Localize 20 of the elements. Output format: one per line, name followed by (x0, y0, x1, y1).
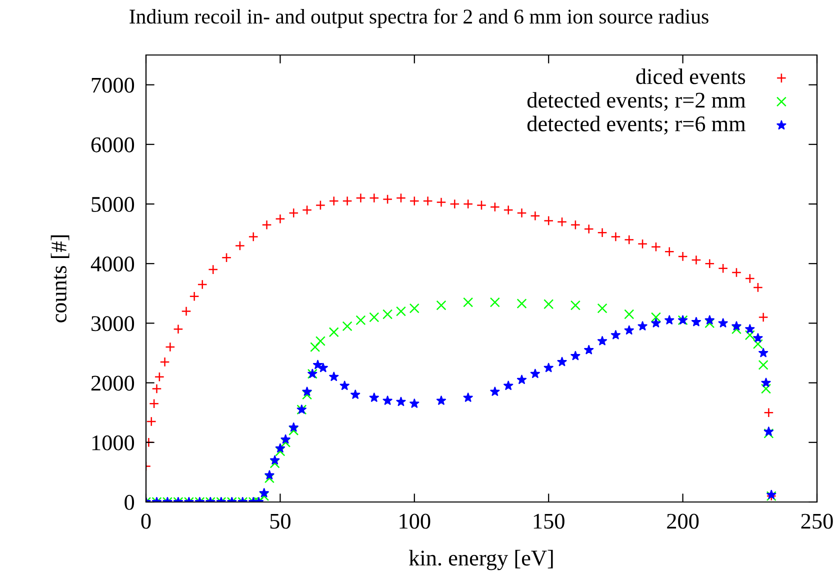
y-tick-label: 0 (124, 494, 134, 510)
x-tick-label: 150 (534, 514, 564, 529)
y-tick-label: 3000 (92, 316, 134, 332)
x-tick-label: 100 (400, 514, 430, 529)
x-tick-label: 50 (270, 514, 290, 529)
y-tick-label: 7000 (92, 78, 134, 93)
y-tick-label: 2000 (91, 376, 134, 391)
y-tick-label: 6000 (91, 137, 134, 152)
y-tick-label: 4000 (90, 256, 134, 272)
y-tick-label: 5000 (92, 196, 134, 212)
y-axis-title: counts [#] (50, 235, 70, 322)
x-tick-label: 250 (801, 514, 833, 529)
legend-label: detected events; r=6 mm (527, 116, 746, 135)
y-tick-label: 1000 (92, 435, 134, 450)
x-axis-title: kin. energy [eV] (409, 550, 553, 570)
chart-title: Indium recoil in- and output spectra for 2 and 6 mm ion source radius (130, 8, 708, 28)
x-tick-label: 200 (667, 514, 699, 529)
legend-label: detected events; r=2 mm (527, 92, 746, 111)
legend-label: diced events (636, 68, 746, 84)
x-tick-label: 0 (141, 514, 151, 529)
